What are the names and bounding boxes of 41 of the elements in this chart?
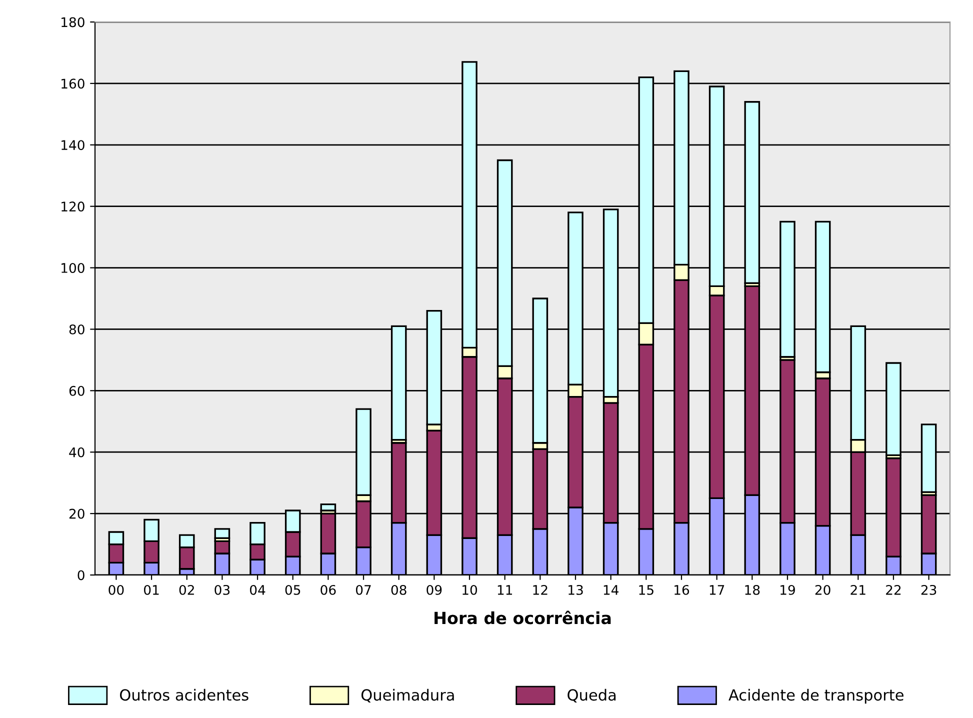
x-tick-label: 17 [710,585,724,595]
legend-label: Queimadura [361,688,454,702]
y-tick-label: 100 [62,263,84,273]
x-tick-label: 13 [568,584,583,595]
y-tick-label: 120 [62,202,84,212]
x-tick-label: 09 [426,584,442,595]
x-tick-label: 00 [108,584,124,595]
bar [214,528,230,539]
x-tick-label: 14 [604,585,618,595]
x-tick-label: 23 [921,584,936,595]
x-tick-label: 22 [886,584,901,595]
x-tick-label: 04 [250,584,266,595]
x-tick-label: 19 [780,584,795,595]
legend-label: Acidente de transporte [728,688,904,704]
x-tick-label: 07 [356,584,371,595]
x-axis-title: Hora de ocorrência [434,610,611,624]
y-tick-label: 60 [69,386,84,396]
x-tick-label: 03 [214,584,230,595]
x-tick-label: 20 [815,584,830,595]
x-tick-label: 12 [533,584,548,595]
y-tick-label: 180 [62,17,84,28]
legend-label: Queda [568,688,616,702]
x-tick-label: 02 [179,584,194,595]
x-tick-label: 18 [745,584,760,595]
y-tick-label: 80 [69,324,84,334]
x-tick-label: 11 [498,585,512,595]
legend-label: Outros acidentes [120,688,248,701]
x-tick-label: 08 [391,584,406,595]
x-tick-label: 21 [850,584,866,595]
x-tick-label: 06 [320,584,336,595]
x-tick-label: 16 [674,584,690,595]
y-tick-label: 160 [62,78,84,89]
x-tick-label: 05 [285,584,300,595]
x-tick-label: 01 [144,584,159,595]
x-tick-label: 10 [462,584,478,595]
bar [320,504,336,512]
x-tick-label: 15 [639,585,654,595]
y-tick-label: 140 [62,140,84,150]
y-tick-label: 40 [69,447,84,458]
y-tick-label: 0 [78,570,84,580]
y-tick-label: 20 [69,508,84,519]
